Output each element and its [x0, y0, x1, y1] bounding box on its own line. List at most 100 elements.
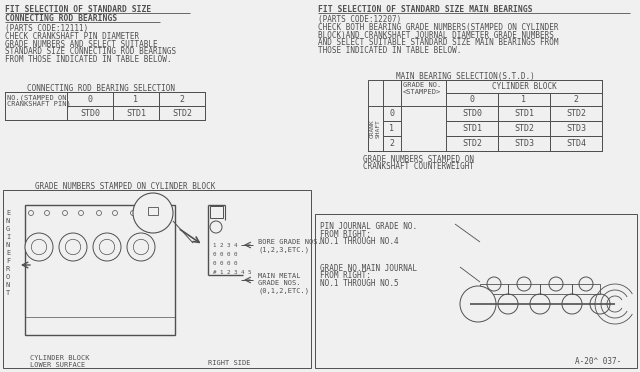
Bar	[550, 121, 602, 136]
Bar	[508, 284, 540, 294]
Text: STD1: STD1	[462, 124, 482, 133]
Text: # 1 2 3 4 5: # 1 2 3 4 5	[213, 270, 252, 275]
Text: E: E	[6, 210, 10, 216]
Text: E: E	[6, 250, 10, 256]
Circle shape	[460, 286, 496, 322]
Text: FIT SELECTION OF STANDARD SIZE MAIN BEARINGS: FIT SELECTION OF STANDARD SIZE MAIN BEAR…	[318, 5, 532, 14]
Text: FROM THOSE INDICATED IN TABLE BELOW.: FROM THOSE INDICATED IN TABLE BELOW.	[5, 55, 172, 64]
Text: T: T	[6, 290, 10, 296]
Bar	[159, 92, 205, 106]
Text: 1 2 3 4: 1 2 3 4	[213, 243, 237, 248]
Text: STD2: STD2	[462, 139, 482, 148]
Bar	[446, 106, 498, 121]
Bar	[383, 80, 401, 106]
Circle shape	[127, 233, 155, 261]
Circle shape	[45, 211, 49, 215]
Circle shape	[113, 211, 118, 215]
Text: 1: 1	[390, 124, 394, 133]
Text: F: F	[6, 258, 10, 264]
Circle shape	[29, 211, 33, 215]
Circle shape	[97, 211, 102, 215]
Text: 0: 0	[470, 95, 474, 104]
Bar	[5, 92, 205, 120]
Bar	[383, 106, 401, 121]
Bar	[550, 106, 602, 121]
Text: O: O	[6, 274, 10, 280]
Text: STANDARD SIZE CONNECTING ROD BEARINGS: STANDARD SIZE CONNECTING ROD BEARINGS	[5, 47, 176, 56]
Circle shape	[562, 294, 582, 314]
Text: 2: 2	[573, 95, 579, 104]
Bar	[113, 106, 159, 120]
Text: CONNECTING ROD BEARINGS: CONNECTING ROD BEARINGS	[5, 14, 117, 23]
Text: RIGHT SIDE: RIGHT SIDE	[208, 360, 250, 366]
Circle shape	[31, 239, 47, 255]
Text: 2: 2	[390, 139, 394, 148]
Bar	[3, 190, 311, 368]
Text: (PARTS CODE:12111): (PARTS CODE:12111)	[5, 24, 88, 33]
Text: G: G	[6, 226, 10, 232]
Text: BORE GRADE NOS.: BORE GRADE NOS.	[258, 239, 322, 245]
Text: STD2: STD2	[172, 109, 192, 118]
Bar	[148, 207, 158, 215]
Text: MAIN METAL: MAIN METAL	[258, 273, 301, 279]
Circle shape	[470, 294, 490, 314]
Bar	[368, 106, 383, 151]
Text: PIN JOURNAL GRADE NO.: PIN JOURNAL GRADE NO.	[320, 222, 417, 231]
Text: N: N	[6, 218, 10, 224]
Circle shape	[517, 277, 531, 291]
Bar	[498, 121, 550, 136]
Bar	[383, 121, 401, 136]
Text: CHECK CRANKSHAFT PIN DIAMETER: CHECK CRANKSHAFT PIN DIAMETER	[5, 32, 139, 41]
Text: 0 0 0 0: 0 0 0 0	[213, 261, 237, 266]
Text: STD0: STD0	[80, 109, 100, 118]
Bar	[383, 136, 401, 151]
Text: THOSE INDICATED IN TABLE BELOW.: THOSE INDICATED IN TABLE BELOW.	[318, 45, 461, 55]
Circle shape	[579, 277, 593, 291]
Circle shape	[210, 221, 222, 233]
Circle shape	[63, 211, 67, 215]
Text: FROM RIGHT:: FROM RIGHT:	[320, 272, 371, 280]
Text: R: R	[6, 266, 10, 272]
Circle shape	[93, 233, 121, 261]
Text: 1: 1	[522, 95, 527, 104]
Text: GRADE NUMBERS STAMPED ON: GRADE NUMBERS STAMPED ON	[363, 155, 474, 164]
Bar	[550, 136, 602, 151]
Text: (1,2,3,ETC.): (1,2,3,ETC.)	[258, 246, 309, 253]
Bar	[5, 92, 67, 120]
Text: N: N	[6, 242, 10, 248]
Text: (0,1,2,ETC.): (0,1,2,ETC.)	[258, 287, 309, 294]
Text: STD3: STD3	[566, 124, 586, 133]
Text: STD2: STD2	[514, 124, 534, 133]
Text: N: N	[6, 282, 10, 288]
Text: MAIN BEARING SELECTION(S.T.D.): MAIN BEARING SELECTION(S.T.D.)	[396, 72, 535, 81]
Circle shape	[65, 239, 81, 255]
Bar	[498, 93, 550, 106]
Circle shape	[133, 193, 173, 233]
Text: 2: 2	[179, 94, 184, 103]
Text: STD2: STD2	[566, 109, 586, 118]
Bar	[315, 214, 637, 368]
Text: A-20^ 037-: A-20^ 037-	[575, 357, 621, 366]
Text: LOWER SURFACE: LOWER SURFACE	[30, 362, 85, 368]
Text: 0: 0	[390, 109, 394, 118]
Text: CHECK BOTH BEARING GRADE NUMBERS(STAMPED ON CYLINDER: CHECK BOTH BEARING GRADE NUMBERS(STAMPED…	[318, 23, 559, 32]
Bar	[67, 92, 113, 106]
Text: NO.1 THROUGH NO.5: NO.1 THROUGH NO.5	[320, 279, 399, 288]
Text: AND SELECT SUITABLE STANDARD SIZE MAIN BEARINGS FROM: AND SELECT SUITABLE STANDARD SIZE MAIN B…	[318, 38, 559, 47]
Text: GRADE NUMBERS AND SELECT SUITABLE: GRADE NUMBERS AND SELECT SUITABLE	[5, 39, 157, 48]
Circle shape	[498, 294, 518, 314]
Text: 0 0 0 0: 0 0 0 0	[213, 252, 237, 257]
Text: FIT SELECTION OF STANDARD SIZE: FIT SELECTION OF STANDARD SIZE	[5, 5, 151, 14]
Text: STD3: STD3	[514, 139, 534, 148]
Bar	[25, 205, 175, 335]
Bar	[446, 80, 602, 93]
Circle shape	[79, 211, 83, 215]
Bar	[480, 284, 508, 294]
Text: GRADE NO.: GRADE NO.	[403, 82, 441, 88]
Text: <STAMPED>: <STAMPED>	[403, 89, 441, 95]
Text: STD0: STD0	[462, 109, 482, 118]
Bar	[210, 206, 223, 218]
Text: GRADE NUMBERS STAMPED ON CYLINDER BLOCK: GRADE NUMBERS STAMPED ON CYLINDER BLOCK	[35, 182, 216, 191]
Text: BLOCK)AND CRANKSHAFT JOURNAL DIAMETER GRADE NUMBERS: BLOCK)AND CRANKSHAFT JOURNAL DIAMETER GR…	[318, 31, 554, 39]
Bar	[159, 106, 205, 120]
